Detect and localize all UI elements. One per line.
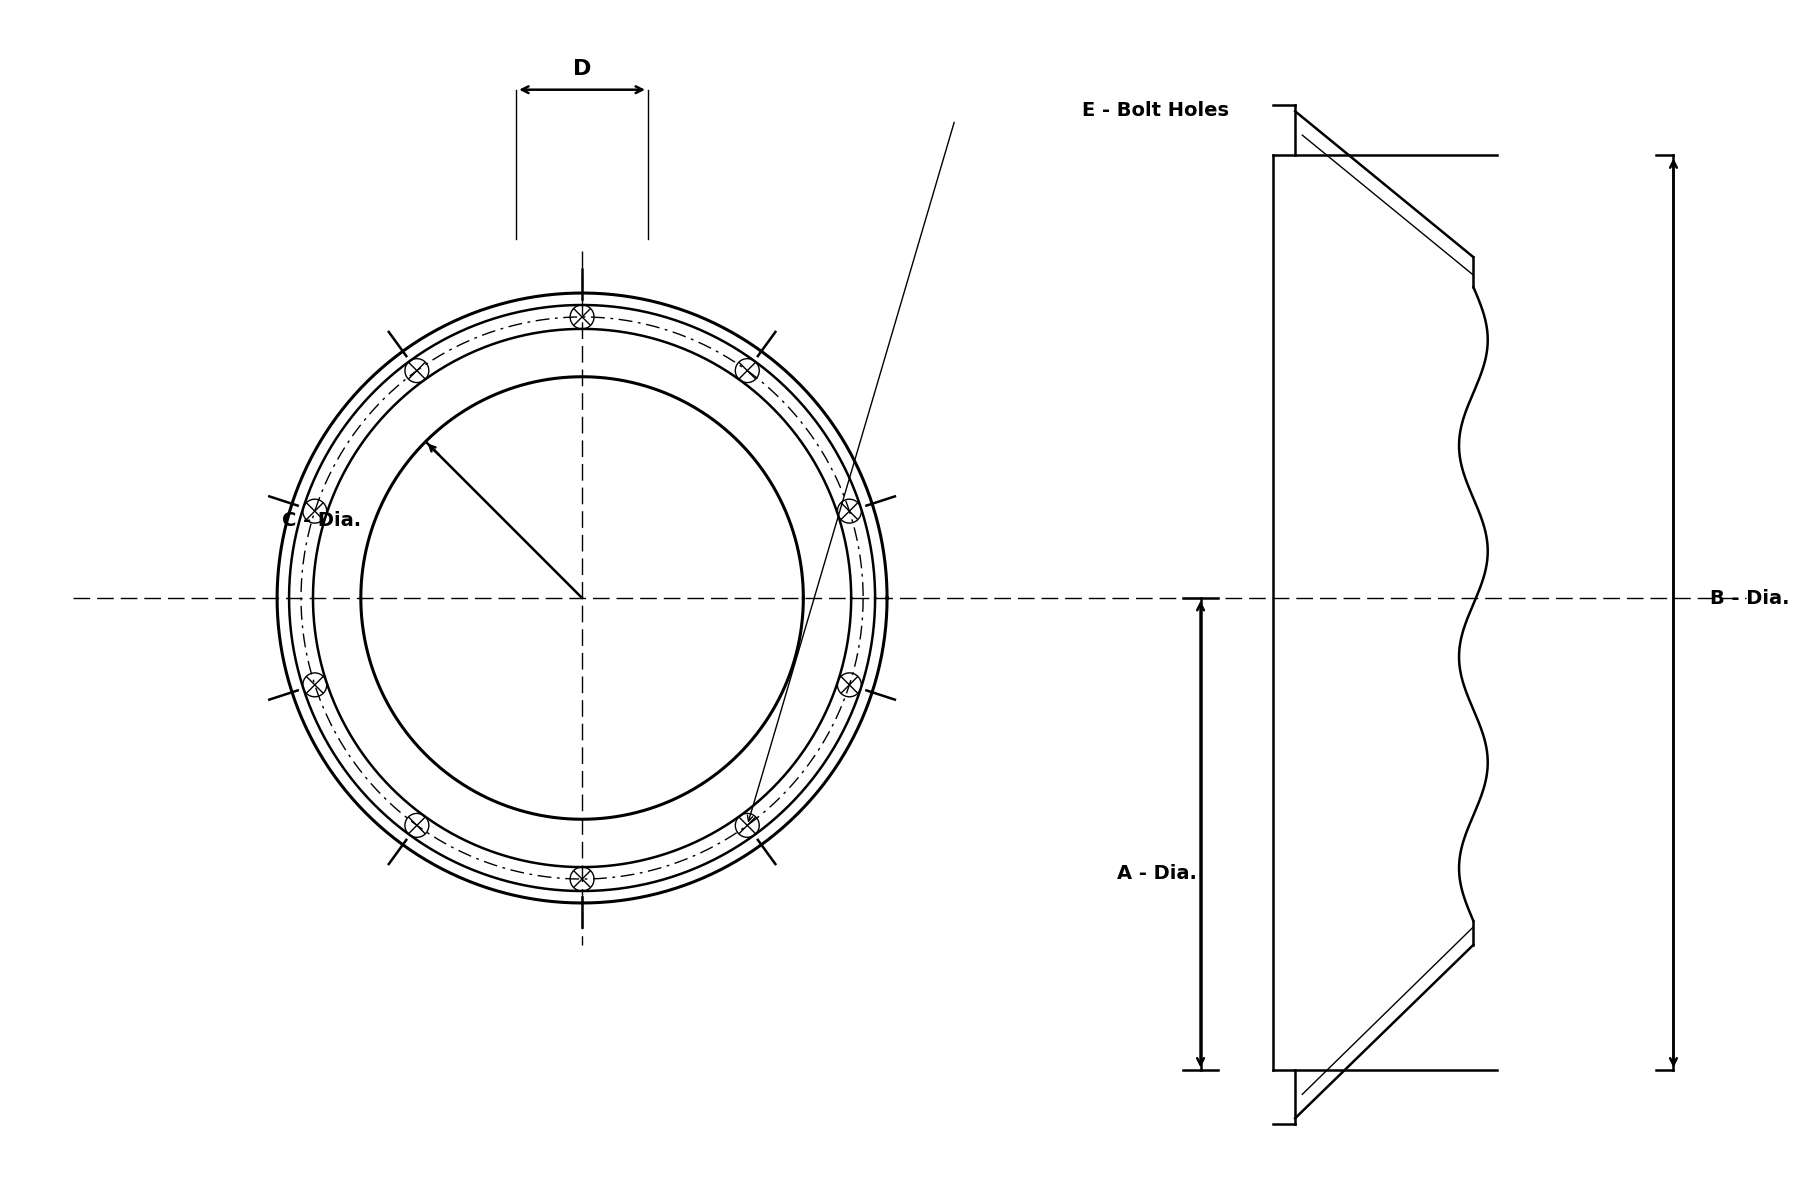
Text: C - Dia.: C - Dia.	[282, 511, 360, 530]
Text: B - Dia.: B - Dia.	[1710, 588, 1790, 608]
Text: A - Dia.: A - Dia.	[1117, 864, 1197, 883]
Text: E - Bolt Holes: E - Bolt Holes	[1082, 100, 1230, 120]
Text: D: D	[573, 60, 591, 79]
